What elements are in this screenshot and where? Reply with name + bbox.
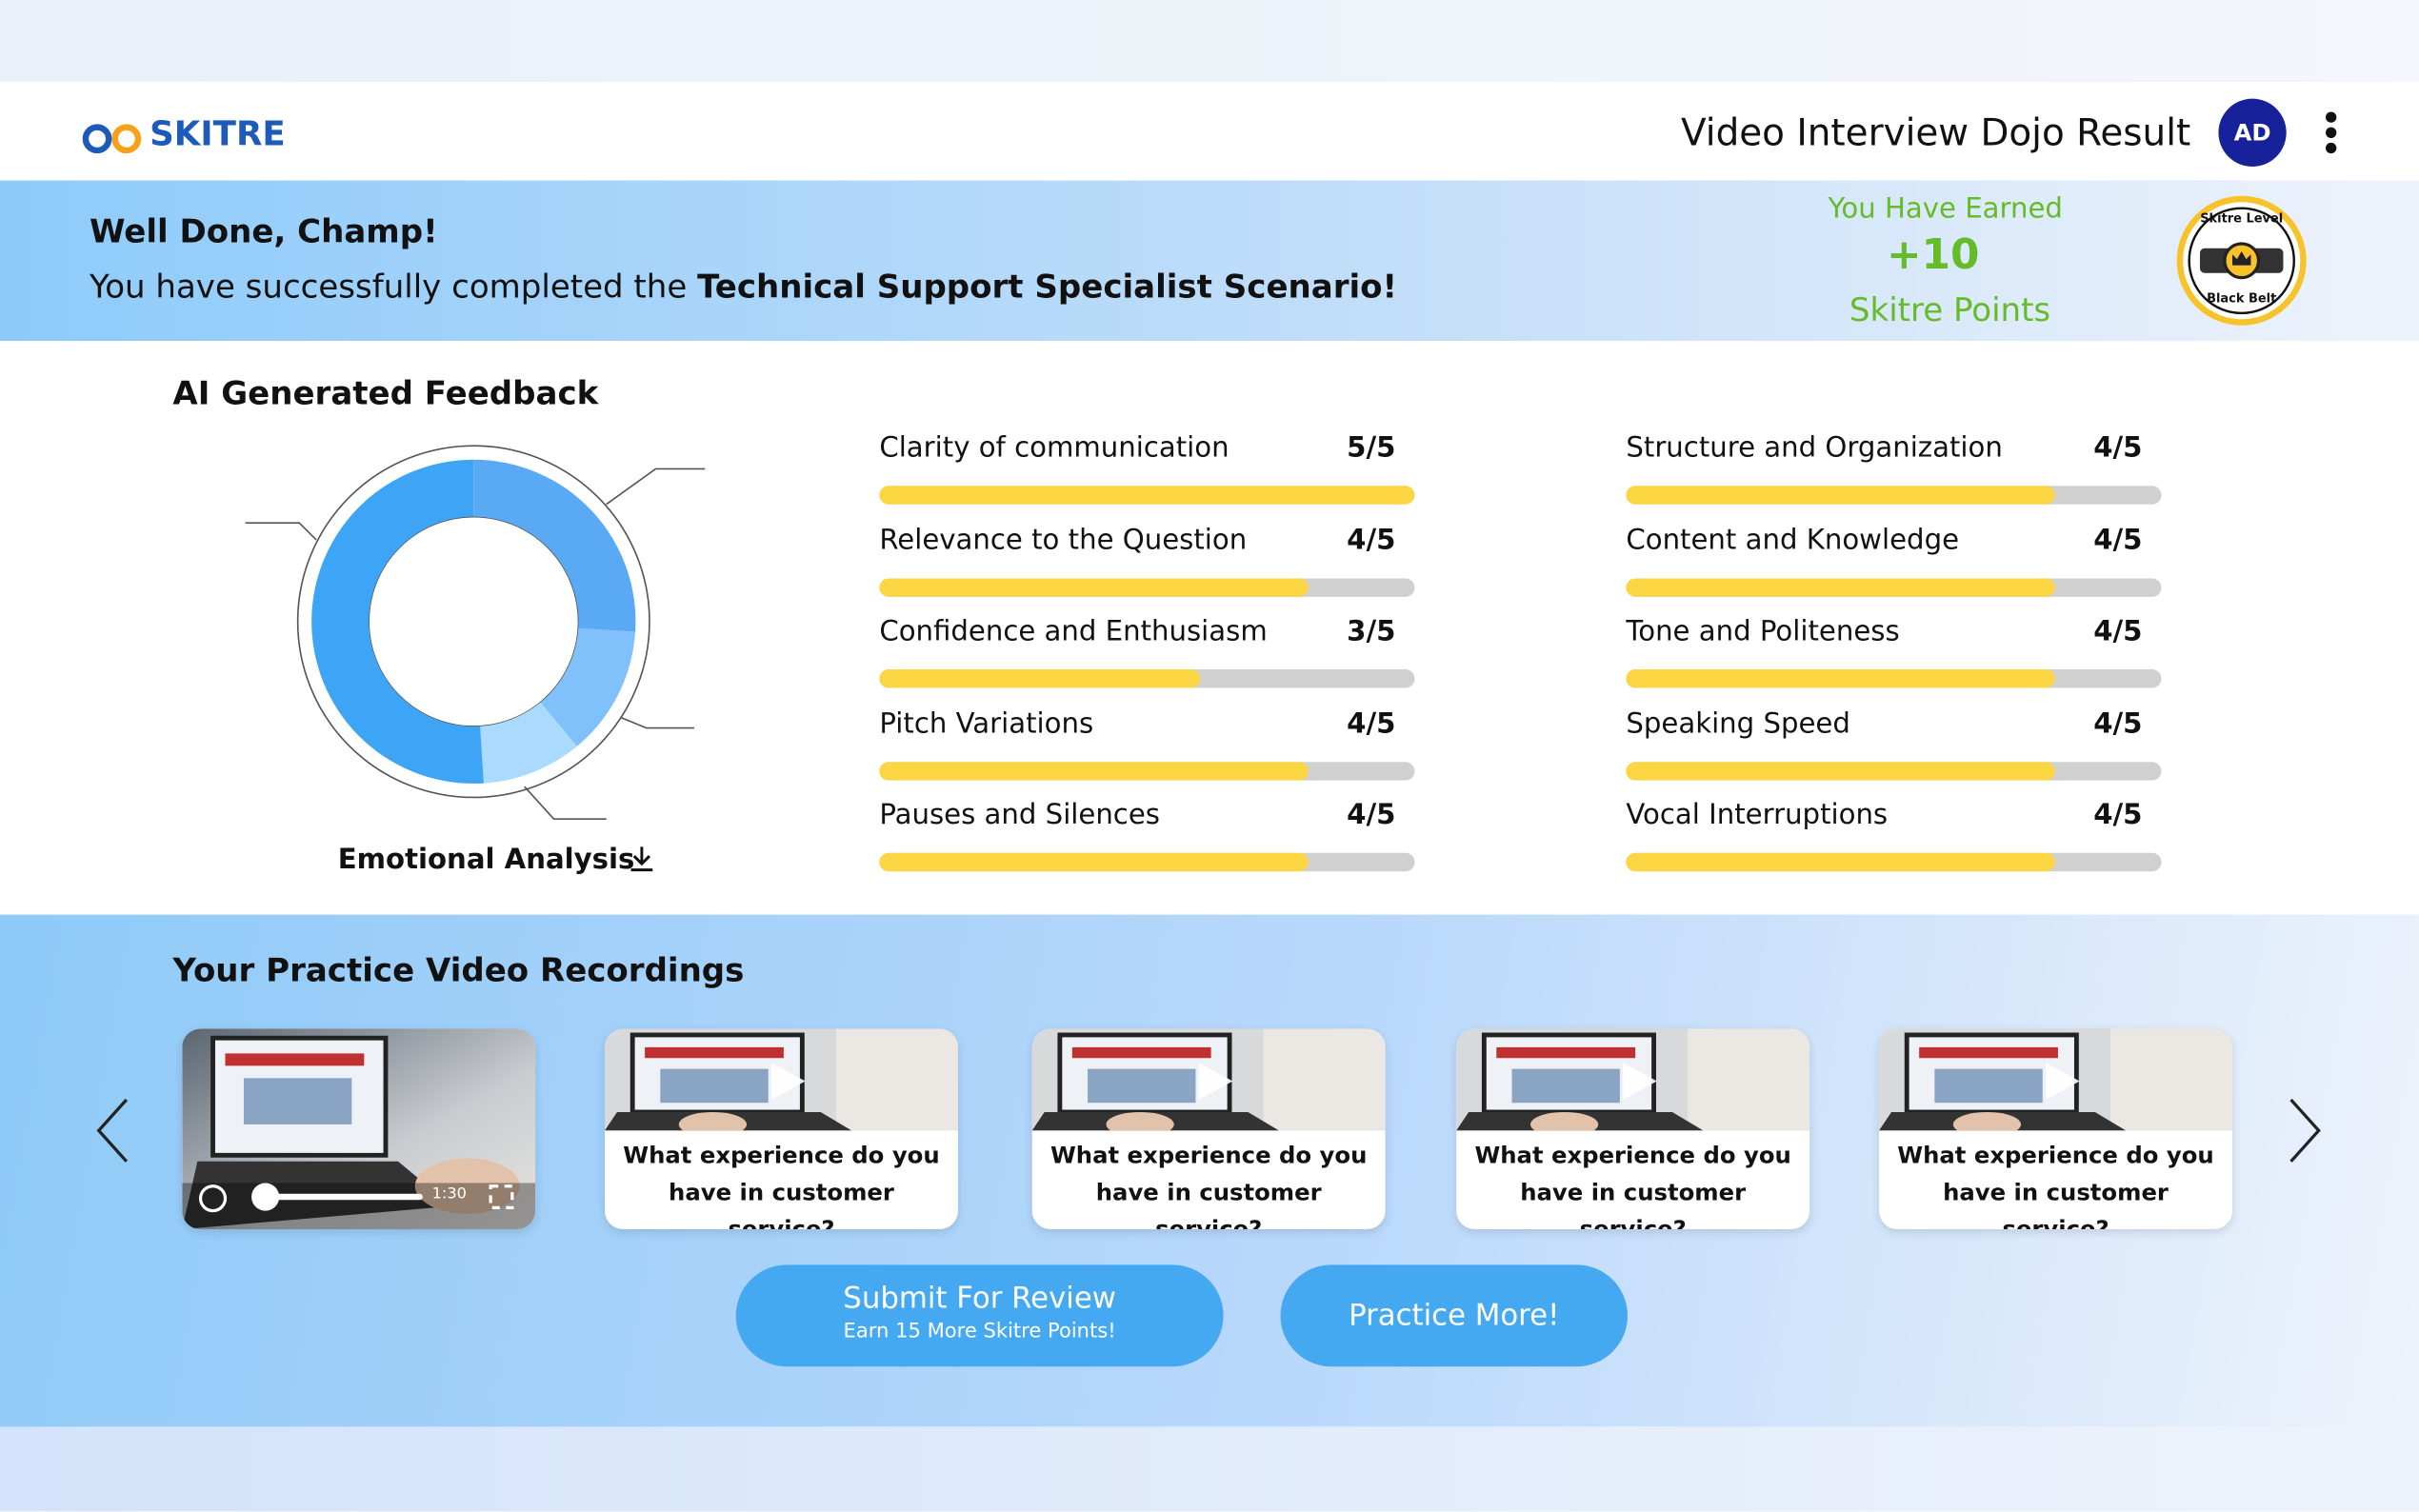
page-title: Video Interview Dojo Result (1681, 110, 2191, 154)
video-player[interactable]: 1:30 (182, 1028, 536, 1230)
metric-name: Relevance to the Question (879, 524, 1248, 557)
metric-name: Content and Knowledge (1626, 524, 1960, 557)
avatar[interactable]: AD (2218, 98, 2287, 167)
score-track (1626, 669, 2162, 688)
video-duration: 1:30 (431, 1185, 467, 1204)
score-track (879, 761, 1415, 781)
video-question: What experience do you have in customer … (623, 1141, 940, 1230)
message-text: You have successfully completed the (89, 268, 698, 306)
score-track (879, 577, 1415, 597)
footer-strip (0, 1426, 2419, 1512)
score-fill (1626, 486, 2055, 505)
metric-name: Structure and Organization (1626, 431, 2003, 465)
logo-icon (82, 124, 142, 154)
metric-score: 4/5 (1347, 707, 1396, 741)
badge-bottom: Black Belt (2207, 291, 2277, 306)
feedback-title: AI Generated Feedback (172, 374, 599, 412)
video-question: What experience do you have in customer … (1050, 1141, 1368, 1230)
metric-name: Vocal Interruptions (1626, 799, 1889, 832)
metric-score: 4/5 (1347, 524, 1396, 557)
score-fill (1626, 761, 2055, 781)
score-fill (879, 577, 1309, 597)
score-fill (879, 853, 1309, 872)
prev-arrow[interactable] (92, 1095, 132, 1166)
metric-name: Pitch Variations (879, 707, 1094, 741)
recordings-title: Your Practice Video Recordings (172, 951, 745, 989)
practice-button[interactable]: Practice More! (1280, 1264, 1628, 1367)
donut-segment (480, 702, 577, 784)
submit-button[interactable]: Submit For Review Earn 15 More Skitre Po… (735, 1264, 1224, 1367)
banner: Well Done, Champ! You have successfully … (0, 180, 2419, 341)
video-thumbnail (605, 1028, 958, 1131)
metric-score: 3/5 (1347, 615, 1396, 648)
score-fill (1626, 577, 2055, 597)
metric-name: Pauses and Silences (879, 799, 1160, 832)
metric-name: Clarity of communication (879, 431, 1229, 465)
badge-top: Skitre Level (2200, 210, 2284, 226)
donut-segment (473, 459, 636, 632)
video-card[interactable]: What experience do you have in customer … (1031, 1028, 1386, 1230)
next-arrow[interactable] (2285, 1095, 2325, 1166)
emotion-label: Emotional Analysis (337, 844, 635, 877)
score-fill (1626, 853, 2055, 872)
score-track (1626, 853, 2162, 872)
download-icon[interactable] (628, 844, 655, 874)
score-track (1626, 486, 2162, 505)
score-track (1626, 577, 2162, 597)
video-frame (182, 1028, 536, 1230)
scenario: Technical Support Specialist Scenario! (697, 268, 1398, 306)
badge: Skitre Level Black Belt (2175, 194, 2308, 327)
metric-score: 4/5 (2093, 615, 2143, 648)
donut-segment (540, 627, 636, 746)
greeting: Well Done, Champ! (89, 212, 438, 250)
video-question: What experience do you have in customer … (1897, 1141, 2214, 1230)
metric-score: 4/5 (1347, 799, 1396, 832)
header: SKITRE Video Interview Dojo Result AD (0, 81, 2419, 181)
donut-segment (311, 459, 484, 784)
score-track (879, 853, 1415, 872)
points-unit: Skitre Points (1849, 291, 2051, 329)
metric-score: 4/5 (2093, 524, 2143, 557)
menu[interactable] (2320, 109, 2342, 156)
metric-score: 5/5 (1347, 431, 1396, 465)
video-card[interactable]: What experience do you have in customer … (1456, 1028, 1810, 1230)
score-track (1626, 761, 2162, 781)
score-fill (879, 486, 1415, 505)
metric-score: 4/5 (2093, 799, 2143, 832)
logo-text: SKITRE (150, 115, 286, 154)
earned-label: You Have Earned (1828, 192, 2063, 226)
score-track (879, 486, 1415, 505)
video-card[interactable]: What experience do you have in customer … (605, 1028, 958, 1230)
submit-label: Submit For Review (843, 1282, 1116, 1316)
submit-note: Earn 15 More Skitre Points! (843, 1320, 1116, 1343)
points: +10 (1886, 230, 1980, 280)
metric-name: Tone and Politeness (1626, 615, 1900, 648)
video-thumbnail (1456, 1028, 1810, 1131)
metric-score: 4/5 (2093, 431, 2143, 465)
top-strip (0, 0, 2419, 82)
badge-ring (2176, 195, 2307, 326)
video-thumbnail (1031, 1028, 1386, 1131)
metric-score: 4/5 (2093, 707, 2143, 741)
feedback-panel: AI Generated Feedback Emotional Analysis… (0, 340, 2419, 915)
video-question: What experience do you have in customer … (1474, 1141, 1791, 1230)
video-thumbnail (1879, 1028, 2232, 1131)
message: You have successfully completed the Tech… (90, 269, 1397, 306)
score-fill (1626, 669, 2055, 688)
metric-name: Confidence and Enthusiasm (879, 615, 1268, 648)
metric-name: Speaking Speed (1626, 707, 1850, 741)
emotion-donut (245, 445, 706, 820)
score-track (879, 669, 1415, 688)
score-fill (879, 761, 1309, 781)
score-fill (879, 669, 1201, 688)
video-card[interactable]: What experience do you have in customer … (1879, 1028, 2232, 1230)
